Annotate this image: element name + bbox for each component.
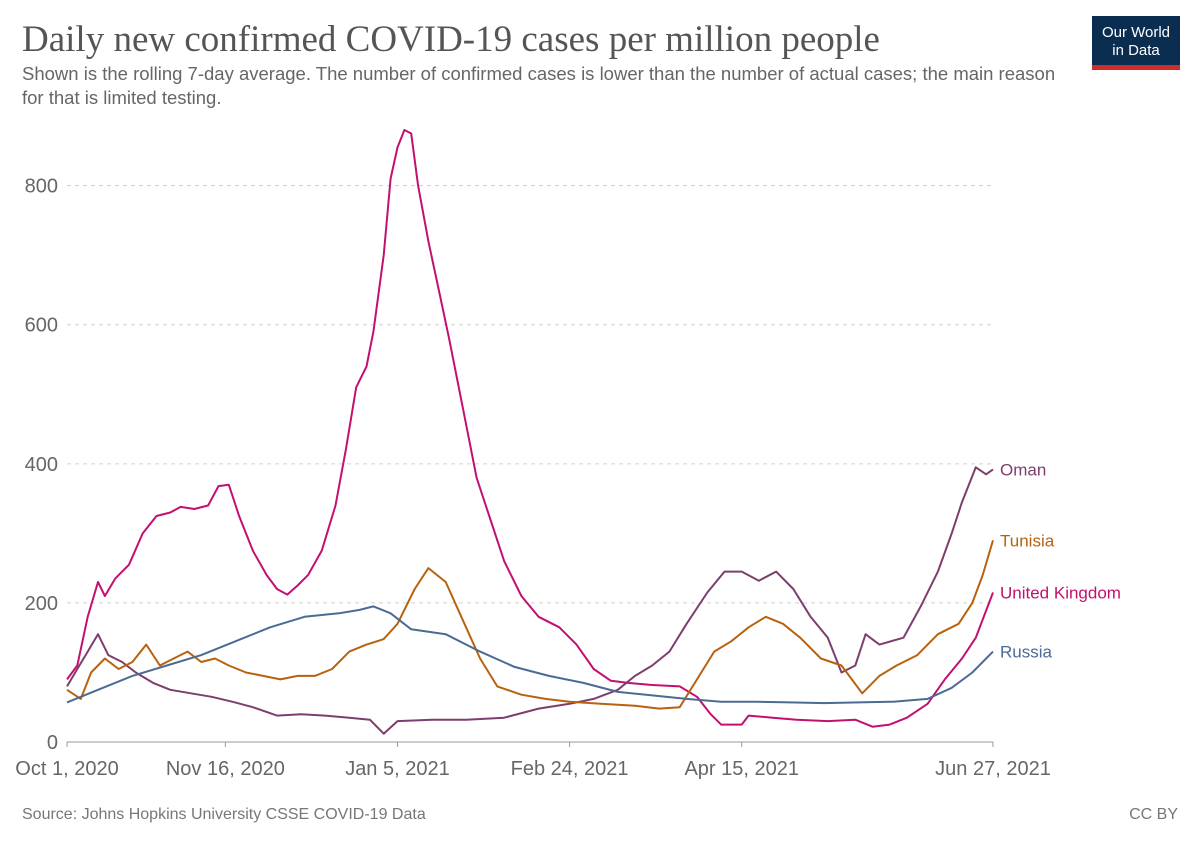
y-tick-label-800: 800 <box>25 176 58 198</box>
source-note: Source: Johns Hopkins University CSSE CO… <box>22 806 426 823</box>
x-tick-label-1: Nov 16, 2020 <box>166 758 285 780</box>
logo-accent-bar <box>1092 65 1180 70</box>
y-tick-label-400: 400 <box>25 454 58 476</box>
series-lines <box>66 129 994 735</box>
series-labels: United Kingdom Oman Tunisia Russia <box>1000 460 1121 661</box>
x-tick-label-4: Apr 15, 2021 <box>684 758 799 780</box>
logo-line-2: in Data <box>1112 42 1160 59</box>
y-tick-label-200: 200 <box>25 593 58 615</box>
series-label-tunisia: Tunisia <box>1000 531 1055 550</box>
y-tick-label-600: 600 <box>25 315 58 337</box>
series-label-united-kingdom: United Kingdom <box>1000 583 1121 602</box>
owid-logo[interactable]: Our World in Data <box>1092 16 1180 70</box>
chart-subtitle: Shown is the rolling 7-day average. The … <box>22 63 1056 108</box>
license-note[interactable]: CC BY <box>1129 806 1178 823</box>
y-axis-ticks: 0 200 400 600 800 <box>25 176 58 754</box>
x-tick-label-3: Feb 24, 2021 <box>511 758 629 780</box>
series-label-oman: Oman <box>1000 460 1046 479</box>
series-line-russia <box>66 605 994 705</box>
series-line-united-kingdom <box>66 129 994 728</box>
series-label-russia: Russia <box>1000 643 1053 662</box>
series-line-tunisia <box>66 540 994 710</box>
chart-title: Daily new confirmed COVID-19 cases per m… <box>22 19 880 60</box>
series-line-oman <box>66 466 994 735</box>
y-tick-label-0: 0 <box>47 732 58 754</box>
grid-lines <box>67 185 993 604</box>
x-axis: Oct 1, 2020 Nov 16, 2020 Jan 5, 2021 Feb 24… <box>15 741 1051 780</box>
x-tick-label-2: Jan 5, 2021 <box>345 758 450 780</box>
x-tick-label-0: Oct 1, 2020 <box>15 758 118 780</box>
logo-line-1: Our World <box>1101 24 1171 41</box>
x-tick-label-5: Jun 27, 2021 <box>935 758 1051 780</box>
